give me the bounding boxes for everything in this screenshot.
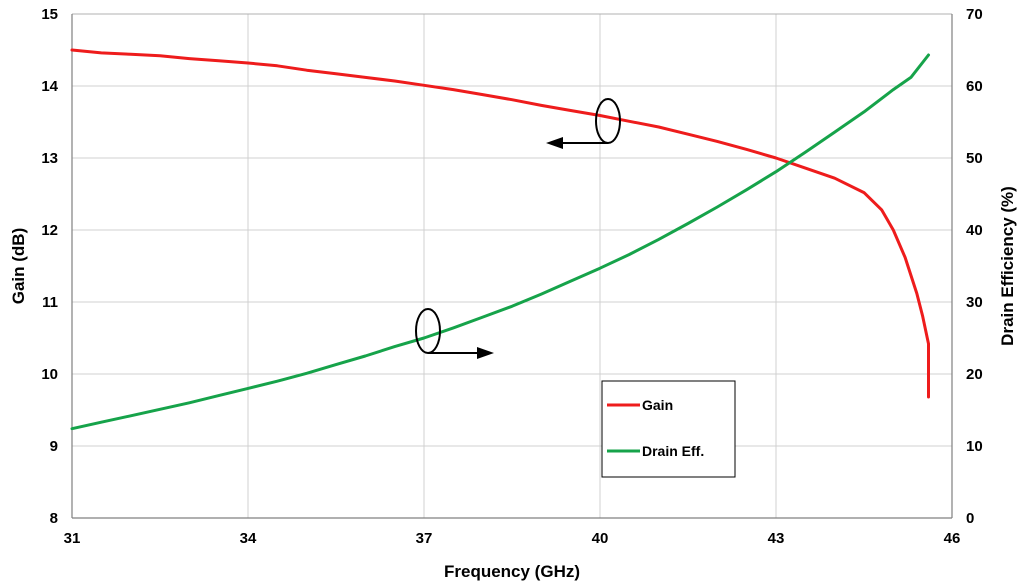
series-lines (70, 48, 930, 431)
y-axis-title: Gain (dB) (9, 228, 28, 305)
legend-label-gain: Gain (642, 397, 673, 413)
y-tick-labels: 8 9 10 11 12 13 14 15 (41, 6, 58, 527)
legend-label-drain-eff: Drain Eff. (642, 443, 704, 459)
series-line-drain-eff (70, 53, 930, 431)
gain-annotation-left-arrowhead (546, 137, 563, 149)
x-tick-label: 43 (768, 530, 785, 547)
x-tick-label: 46 (944, 530, 961, 547)
y-tick-label: 14 (41, 78, 58, 95)
series-line-gain (70, 48, 930, 399)
x-axis-title: Frequency (GHz) (444, 562, 580, 581)
grid-lines (72, 14, 952, 518)
gain-axis-annotation (546, 98, 621, 149)
y2-tick-label: 50 (966, 150, 983, 167)
legend: Gain Drain Eff. (601, 380, 736, 478)
y-tick-label: 10 (41, 366, 58, 383)
y2-tick-label: 0 (966, 510, 974, 527)
drain-eff-axis-annotation (415, 308, 494, 359)
drain-eff-annotation-right-arrowhead (477, 347, 494, 359)
x-tick-label: 37 (416, 530, 433, 547)
x-tick-label: 31 (64, 530, 81, 547)
x-tick-labels: 31 34 37 40 43 46 (64, 530, 961, 547)
y-tick-label: 13 (41, 150, 58, 167)
drain-eff-annotation-ellipse (415, 308, 441, 354)
y2-tick-label: 30 (966, 294, 983, 311)
x-tick-label: 34 (240, 530, 257, 547)
y2-tick-label: 70 (966, 6, 983, 23)
y-tick-label: 8 (50, 510, 58, 527)
legend-box (601, 380, 736, 478)
y-tick-label: 9 (50, 438, 58, 455)
y2-tick-label: 40 (966, 222, 983, 239)
y2-tick-label: 60 (966, 78, 983, 95)
y2-tick-label: 10 (966, 438, 983, 455)
y-tick-label: 15 (41, 6, 58, 23)
y-tick-label: 11 (42, 294, 58, 311)
y2-tick-label: 20 (966, 366, 983, 383)
x-tick-label: 40 (592, 530, 609, 547)
y-tick-label: 12 (41, 222, 58, 239)
y2-tick-labels: 0 10 20 30 40 50 60 70 (966, 6, 983, 527)
y2-axis-title: Drain Efficiency (%) (998, 186, 1017, 346)
